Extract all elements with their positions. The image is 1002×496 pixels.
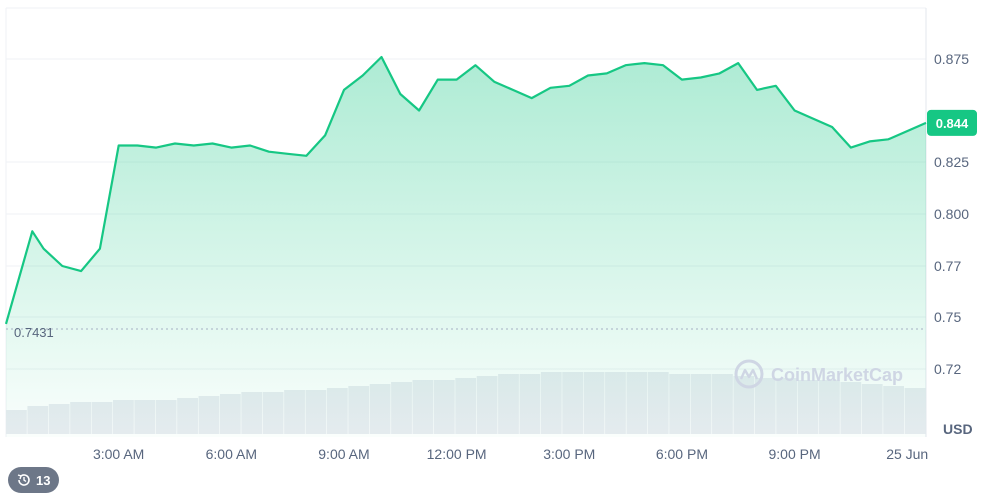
- y-tick-label: 0.77: [934, 258, 961, 274]
- x-axis: 3:00 AM 6:00 AM 9:00 AM 12:00 PM 3:00 PM 6:00…: [93, 446, 928, 462]
- history-button[interactable]: 13: [8, 467, 60, 493]
- x-tick-label: 9:00 PM: [769, 446, 821, 462]
- x-tick-label: 9:00 AM: [318, 446, 369, 462]
- price-line: [4, 55, 927, 325]
- price-area: [6, 57, 926, 437]
- current-price-text: 0.844: [936, 116, 969, 131]
- x-tick-label: 25 Jun: [886, 446, 928, 462]
- current-price-tag: 0.844: [927, 109, 977, 136]
- x-tick-label: 6:00 PM: [656, 446, 708, 462]
- x-tick-label: 3:00 AM: [93, 446, 144, 462]
- x-tick-label: 3:00 PM: [543, 446, 595, 462]
- y-tick-label: 0.875: [934, 51, 969, 67]
- currency-unit: USD: [943, 421, 973, 437]
- y-tick-label: 0.825: [934, 154, 969, 170]
- baseline-label: 0.7431: [14, 325, 54, 340]
- y-tick-label: 0.75: [934, 309, 961, 325]
- history-icon: [17, 474, 30, 486]
- y-tick-label: 0.72: [934, 361, 961, 377]
- y-axis: 0.72 0.75 0.77 0.800 0.825 0.875: [934, 51, 969, 377]
- y-tick-label: 0.800: [934, 206, 969, 222]
- x-tick-label: 12:00 PM: [427, 446, 487, 462]
- watermark-text: CoinMarketCap: [771, 365, 903, 385]
- watermark: CoinMarketCap: [734, 359, 903, 389]
- x-tick-label: 6:00 AM: [206, 446, 257, 462]
- history-count: 13: [36, 472, 51, 488]
